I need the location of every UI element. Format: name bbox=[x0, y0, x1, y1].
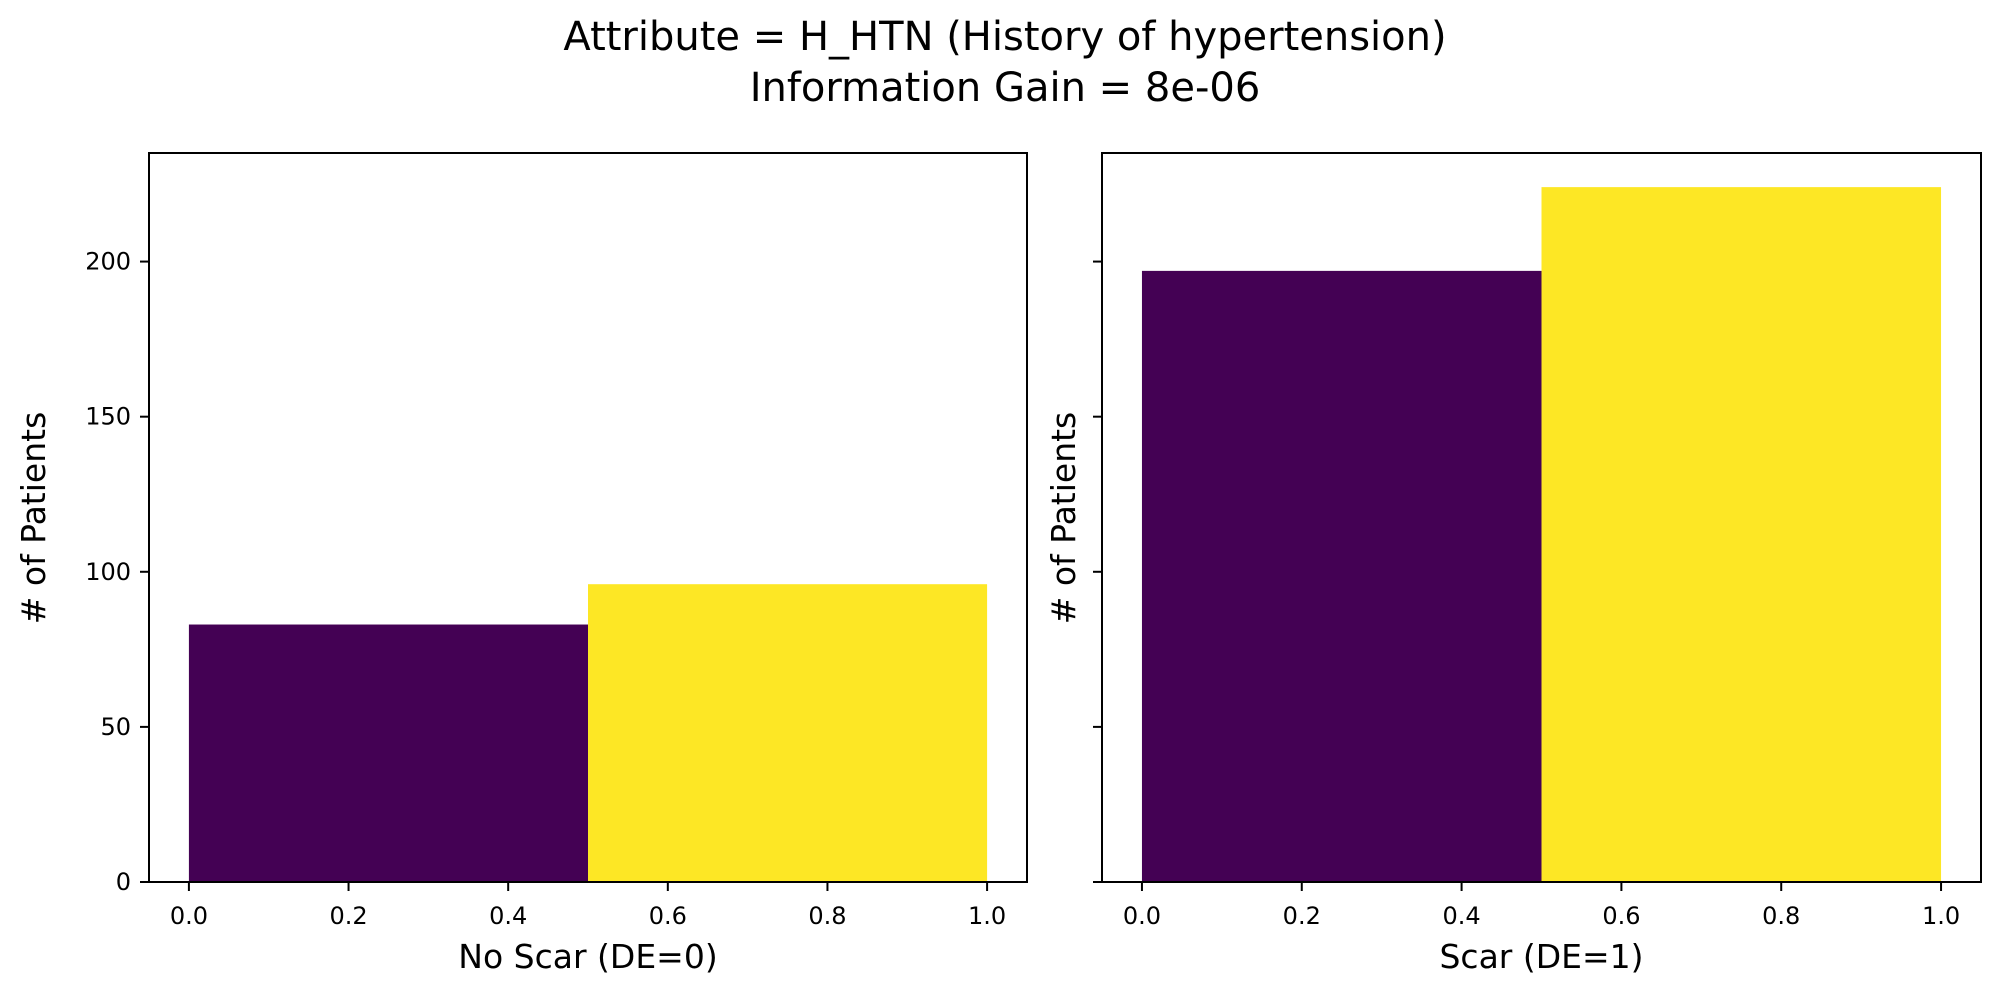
chart-no-scar: 0.0 0.2 0.4 0.6 0.8 1.0 0 50 100 150 200 No Scar (D… bbox=[14, 152, 1028, 976]
y-tick-label: 150 bbox=[85, 403, 131, 431]
y-tick-label: 100 bbox=[85, 558, 131, 586]
axes-frame bbox=[1101, 152, 1982, 883]
x-tick-label: 1.0 bbox=[968, 902, 1006, 930]
axes-frame bbox=[148, 152, 1028, 883]
y-axis-label: # of Patients bbox=[14, 412, 53, 625]
chart-scar: 0.0 0.2 0.4 0.6 0.8 1.0 Scar (DE=1) # of Patien… bbox=[1044, 152, 1982, 976]
bar-2 bbox=[1541, 187, 1942, 882]
x-tick-label: 0.0 bbox=[1123, 902, 1161, 930]
x-tick-label: 0.4 bbox=[489, 902, 527, 930]
x-tick-label: 0.2 bbox=[1283, 902, 1321, 930]
x-tick-label: 0.2 bbox=[329, 902, 367, 930]
x-axis-label: No Scar (DE=0) bbox=[458, 937, 717, 976]
figure-title-line1: Attribute = H_HTN (History of hypertensi… bbox=[563, 14, 1446, 60]
figure-title-line2: Information Gain = 8e-06 bbox=[750, 65, 1261, 111]
y-axis-label: # of Patients bbox=[1044, 412, 1083, 625]
y-tick-label: 50 bbox=[100, 713, 131, 741]
y-tick-label: 0 bbox=[116, 868, 131, 896]
x-tick-label: 1.0 bbox=[1922, 902, 1960, 930]
x-tick-label: 0.6 bbox=[1602, 902, 1640, 930]
x-tick-label: 0.0 bbox=[170, 902, 208, 930]
x-tick-label: 0.8 bbox=[1762, 902, 1800, 930]
bar-2 bbox=[588, 584, 988, 882]
y-tick-label: 200 bbox=[85, 248, 131, 276]
bar-1 bbox=[1141, 270, 1542, 882]
bar-1 bbox=[188, 624, 588, 882]
x-tick-label: 0.8 bbox=[808, 902, 846, 930]
x-tick-label: 0.6 bbox=[649, 902, 687, 930]
x-axis-label: Scar (DE=1) bbox=[1439, 937, 1643, 976]
x-tick-label: 0.4 bbox=[1443, 902, 1481, 930]
